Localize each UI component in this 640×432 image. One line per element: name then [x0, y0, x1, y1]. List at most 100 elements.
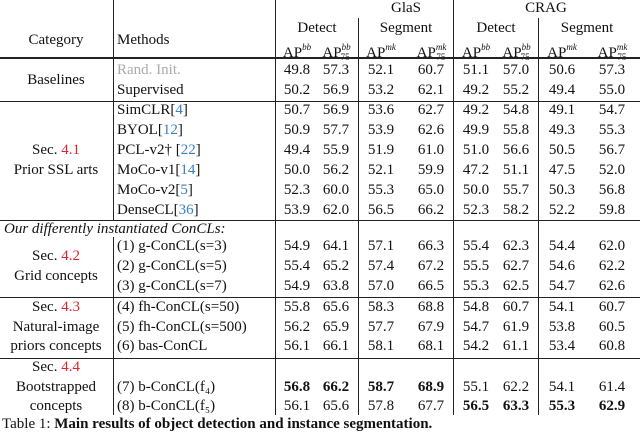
- table-cell: 68.1: [417, 338, 445, 354]
- table-cell: 65.6: [322, 398, 350, 414]
- table-cell: 67.7: [417, 398, 445, 414]
- table-cell: 58.1: [367, 338, 395, 354]
- table-cell: 50.5: [548, 142, 576, 158]
- table-cell: 55.9: [322, 142, 350, 158]
- table-cell: 55.8: [283, 299, 311, 315]
- table-cell: 56.6: [502, 142, 530, 158]
- table-cell: 50.2: [283, 82, 311, 98]
- table-cell: 55.8: [502, 122, 530, 138]
- table-cell: 67.2: [417, 258, 445, 274]
- table-cell: 62.0: [322, 202, 350, 218]
- table-cell: 53.6: [367, 102, 395, 118]
- table-cell: 54.9: [283, 278, 311, 294]
- method-name: BYOL[12]: [117, 122, 183, 138]
- table-cell: 54.8: [462, 299, 490, 315]
- table-cell: 61.0: [417, 142, 445, 158]
- section-link[interactable]: 4.2: [61, 248, 80, 264]
- table-cell: 62.2: [502, 379, 530, 395]
- table-cell: 60.0: [322, 182, 350, 198]
- citation-link[interactable]: 12: [162, 122, 178, 138]
- section-link[interactable]: 4.1: [61, 142, 80, 158]
- table-cell: 50.0: [462, 182, 490, 198]
- table-cell: 55.4: [283, 258, 311, 274]
- method-name: (8) b-ConCL(f₅): [117, 398, 216, 414]
- table-cell: 55.5: [462, 258, 490, 274]
- table-cell: 64.1: [322, 238, 350, 254]
- table-cell: 62.3: [502, 238, 530, 254]
- vline: [113, 0, 114, 61]
- table-cell: 66.2: [322, 379, 350, 395]
- category-label: Baselines: [27, 72, 85, 88]
- table-cell: 54.6: [548, 258, 576, 274]
- table-cell: 52.1: [367, 62, 395, 78]
- method-name: (5) fh-ConCL(s=500): [117, 319, 247, 335]
- table-cell: 62.7: [502, 258, 530, 274]
- table-cell: 61.1: [502, 338, 530, 354]
- category-label: Prior SSL arts: [13, 162, 99, 178]
- method-name: SimCLR[4]: [117, 102, 188, 118]
- table-cell: 66.1: [322, 338, 350, 354]
- table-cell: 55.3: [462, 278, 490, 294]
- section-link[interactable]: 4.3: [61, 299, 80, 315]
- vline: [275, 0, 276, 415]
- table-cell: 57.3: [598, 62, 626, 78]
- method-name: PCL-v2† [22]: [117, 142, 201, 158]
- table-cell: 54.2: [462, 338, 490, 354]
- table-cell: 51.0: [462, 142, 490, 158]
- table-cell: 49.3: [548, 122, 576, 138]
- table-cell: 56.8: [598, 182, 626, 198]
- table-cell: 54.7: [548, 278, 576, 294]
- category-label: Grid concepts: [14, 268, 98, 284]
- header-dataset-glas: GlaS: [391, 0, 421, 16]
- table-cell: 57.8: [367, 398, 395, 414]
- table-cell: 53.9: [367, 122, 395, 138]
- table-cell: 54.7: [462, 319, 490, 335]
- table-cell: 56.2: [283, 319, 311, 335]
- table-cell: 62.7: [417, 102, 445, 118]
- table-cell: 56.1: [283, 398, 311, 414]
- section-link[interactable]: 4.4: [61, 359, 80, 375]
- method-name: Supervised: [117, 82, 184, 98]
- table-cell: 65.9: [322, 319, 350, 335]
- citation-link[interactable]: 5: [180, 182, 188, 198]
- table-cell: 50.6: [548, 62, 576, 78]
- table-cell: 50.7: [283, 102, 311, 118]
- table-cell: 56.1: [283, 338, 311, 354]
- citation-link[interactable]: 4: [175, 102, 183, 118]
- table-cell: 55.3: [367, 182, 395, 198]
- table-cell: 47.5: [548, 162, 576, 178]
- table-cell: 49.4: [283, 142, 311, 158]
- table-cell: 53.9: [283, 202, 311, 218]
- citation-link[interactable]: 22: [180, 142, 196, 158]
- table-cell: 52.1: [367, 162, 395, 178]
- table-cell: 65.6: [322, 299, 350, 315]
- citation-link[interactable]: 36: [178, 202, 194, 218]
- table-cell: 49.1: [548, 102, 576, 118]
- table-cell: 65.2: [322, 258, 350, 274]
- category-label: Bootstrapped: [16, 379, 96, 395]
- citation-link[interactable]: 14: [180, 162, 196, 178]
- table-cell: 60.7: [502, 299, 530, 315]
- table-cell: 54.8: [502, 102, 530, 118]
- table-cell: 49.9: [462, 122, 490, 138]
- rule: [0, 297, 640, 298]
- header-task: Segment: [379, 20, 433, 36]
- table-cell: 62.6: [417, 122, 445, 138]
- table-cell: 58.3: [367, 299, 395, 315]
- table-cell: 52.3: [462, 202, 490, 218]
- header-dataset-crag: CRAG: [525, 0, 567, 16]
- table-cell: 54.1: [548, 379, 576, 395]
- category-label: priors concepts: [10, 338, 102, 354]
- table-cell: 55.3: [548, 398, 576, 414]
- table-cell: 57.3: [322, 62, 350, 78]
- table-cell: 59.8: [598, 202, 626, 218]
- table-cell: 52.2: [548, 202, 576, 218]
- table-cell: 52.0: [598, 162, 626, 178]
- table-cell: 55.2: [502, 82, 530, 98]
- table-cell: 55.7: [502, 182, 530, 198]
- table-cell: 50.0: [283, 162, 311, 178]
- rule: [0, 358, 640, 359]
- header-methods: Methods: [117, 32, 170, 48]
- method-name: Rand. Init.: [117, 62, 181, 78]
